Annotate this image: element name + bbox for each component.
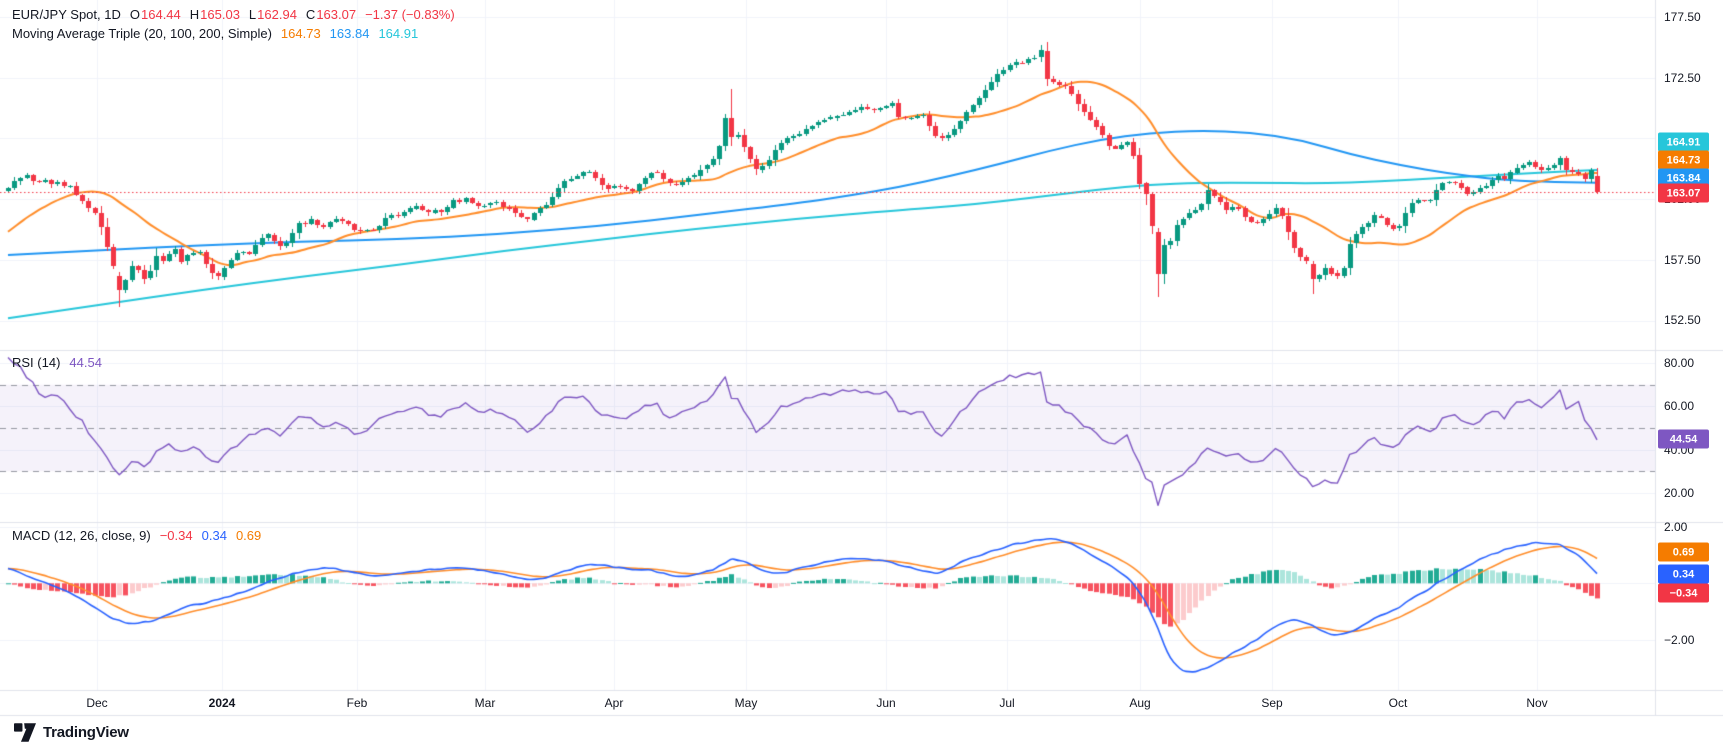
rsi-value-badge: 44.54 xyxy=(1658,429,1709,449)
price-axis[interactable]: 177.50172.50167.50162.50157.50152.5080.0… xyxy=(1655,0,1723,715)
month-label: Jul xyxy=(999,695,1015,710)
rsi-tick-label: 60.00 xyxy=(1664,399,1695,413)
macd-title: MACD (12, 26, close, 9) xyxy=(12,528,151,543)
month-label: 2024 xyxy=(208,695,236,710)
tradingview-brand[interactable]: TradingView xyxy=(43,724,129,741)
month-label: Feb xyxy=(346,695,368,710)
footer-branding: TradingView xyxy=(14,723,129,742)
ma-triple-legend[interactable]: Moving Average Triple (20, 100, 200, Sim… xyxy=(12,26,418,41)
change-value: −1.37 (−0.83%) xyxy=(365,7,455,22)
month-label: Mar xyxy=(474,695,496,710)
price-value-badge: 163.07 xyxy=(1658,183,1709,203)
month-label: Sep xyxy=(1261,695,1283,710)
ohlc-high: H 165.03 xyxy=(189,7,240,22)
ohlc-low: L 162.94 xyxy=(248,7,297,22)
time-axis[interactable]: Dec 2024 Feb Mar Apr May Jun Jul Aug Sep Oct Nov xyxy=(0,690,1723,715)
macd-legend[interactable]: MACD (12, 26, close, 9) −0.34 0.34 0.69 xyxy=(12,528,261,543)
macd-signal-value: 0.69 xyxy=(235,528,262,543)
price-value-badge: 164.91 xyxy=(1658,132,1709,152)
month-label: Nov xyxy=(1526,695,1548,710)
ohlc-open: O 164.44 xyxy=(129,7,181,22)
rsi-legend[interactable]: RSI (14) 44.54 xyxy=(12,355,102,370)
rsi-title: RSI (14) xyxy=(12,355,61,370)
month-label: May xyxy=(734,695,758,710)
macd-value-badge: 0.69 xyxy=(1658,542,1709,562)
ma200-value: 164.91 xyxy=(378,26,419,41)
rsi-tick-label: 20.00 xyxy=(1664,486,1695,500)
month-label: Jun xyxy=(876,695,896,710)
ma100-value: 163.84 xyxy=(329,26,370,41)
price-tick-label: 152.50 xyxy=(1664,313,1701,327)
rsi-value: 44.54 xyxy=(69,355,102,370)
ma20-value: 164.73 xyxy=(280,26,321,41)
macd-value-badge: −0.34 xyxy=(1658,583,1709,603)
ma-title: Moving Average Triple (20, 100, 200, Sim… xyxy=(12,26,272,41)
macd-value-badge: 0.34 xyxy=(1658,564,1709,584)
price-tick-label: 157.50 xyxy=(1664,253,1701,267)
month-label: Dec xyxy=(86,695,108,710)
macd-tick-label: 2.00 xyxy=(1664,520,1688,534)
tradingview-logo-icon[interactable] xyxy=(14,723,36,742)
macd-tick-label: −2.00 xyxy=(1664,633,1695,647)
price-tick-label: 172.50 xyxy=(1664,71,1701,85)
macd-hist-value: −0.34 xyxy=(159,528,193,543)
rsi-tick-label: 80.00 xyxy=(1664,356,1695,370)
price-tick-label: 177.50 xyxy=(1664,10,1701,24)
macd-line-value: 0.34 xyxy=(201,528,227,543)
ohlc-close: C 163.07 xyxy=(305,7,357,22)
symbol-title: EUR/JPY Spot, 1D xyxy=(12,7,121,22)
month-label: Oct xyxy=(1388,695,1408,710)
month-label: Apr xyxy=(604,695,624,710)
price-value-badge: 164.73 xyxy=(1658,150,1709,170)
symbol-legend[interactable]: EUR/JPY Spot, 1D O 164.44 H 165.03 L 162.94… xyxy=(12,7,455,22)
month-label: Aug xyxy=(1129,695,1151,710)
price-value-badge: 163.84 xyxy=(1658,168,1709,188)
